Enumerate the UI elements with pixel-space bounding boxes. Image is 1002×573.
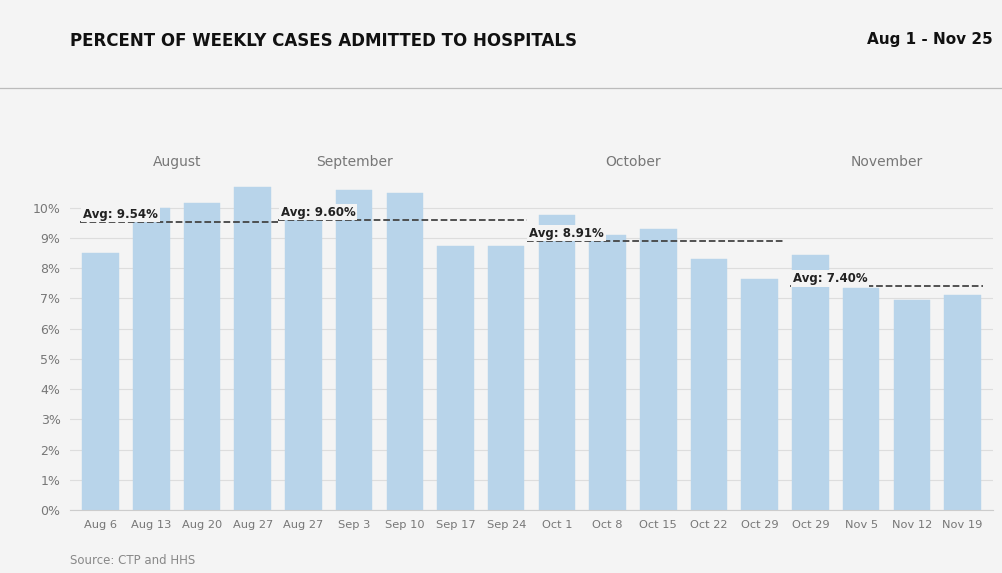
Text: PERCENT OF WEEKLY CASES ADMITTED TO HOSPITALS: PERCENT OF WEEKLY CASES ADMITTED TO HOSP… <box>70 32 576 49</box>
Bar <box>437 246 473 510</box>
Text: Source: CTP and HHS: Source: CTP and HHS <box>70 554 195 567</box>
Bar <box>740 279 778 510</box>
Bar <box>893 300 929 510</box>
Bar <box>82 253 119 510</box>
Bar <box>690 259 726 510</box>
Text: Avg: 9.54%: Avg: 9.54% <box>83 207 157 221</box>
Bar <box>386 193 423 510</box>
Text: November: November <box>850 155 922 168</box>
Text: September: September <box>316 155 392 168</box>
Bar <box>234 187 271 510</box>
Text: Avg: 9.60%: Avg: 9.60% <box>281 206 355 219</box>
Bar <box>639 229 676 510</box>
Bar <box>133 208 169 510</box>
Text: Avg: 8.91%: Avg: 8.91% <box>528 226 603 240</box>
Text: August: August <box>152 155 200 168</box>
Bar <box>488 246 524 510</box>
Text: October: October <box>604 155 660 168</box>
Bar <box>589 235 625 510</box>
Text: Avg: 7.40%: Avg: 7.40% <box>792 272 867 285</box>
Bar <box>183 203 220 510</box>
Bar <box>285 206 322 510</box>
Bar <box>792 254 828 510</box>
Bar <box>336 190 372 510</box>
Bar <box>538 215 574 510</box>
Text: Aug 1 - Nov 25: Aug 1 - Nov 25 <box>867 32 992 46</box>
Bar <box>943 296 980 510</box>
Bar <box>842 288 879 510</box>
